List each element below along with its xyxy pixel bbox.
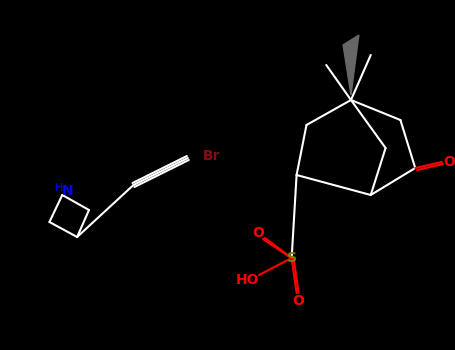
Text: HO: HO <box>235 273 259 287</box>
Text: Br: Br <box>202 149 220 163</box>
Text: O: O <box>293 294 304 308</box>
Polygon shape <box>343 35 359 95</box>
Text: O: O <box>252 226 264 240</box>
Text: H: H <box>55 183 64 193</box>
Text: S: S <box>287 251 297 265</box>
Text: O: O <box>443 155 455 169</box>
Text: N: N <box>61 184 73 198</box>
